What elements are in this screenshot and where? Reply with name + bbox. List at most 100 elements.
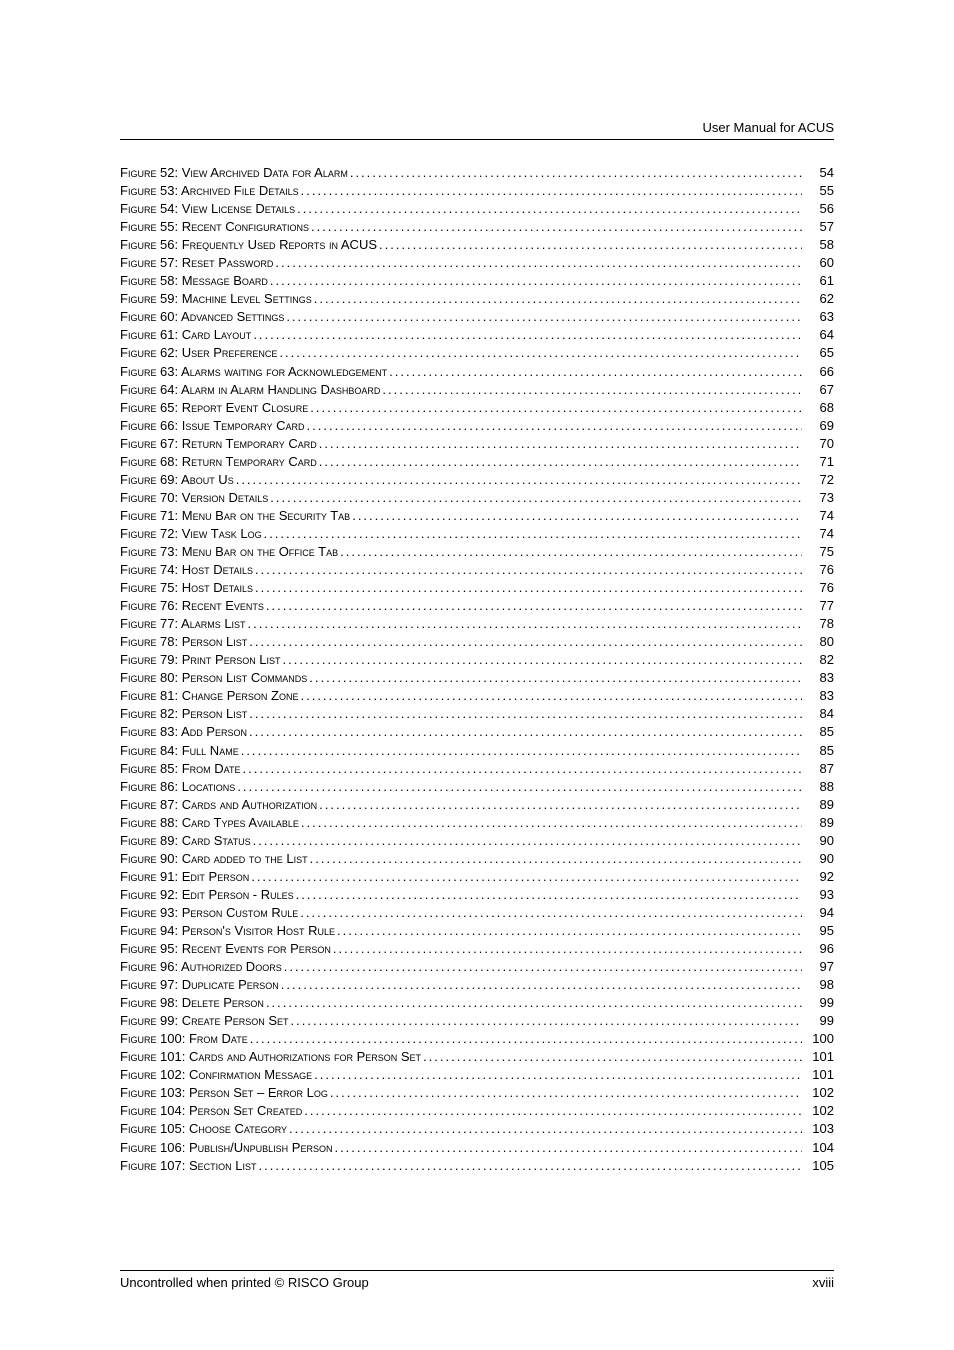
- toc-entry[interactable]: Figure 72: View Task Log74: [120, 525, 834, 543]
- toc-entry[interactable]: Figure 64: Alarm in Alarm Handling Dashb…: [120, 381, 834, 399]
- toc-entry-page: 68: [804, 399, 834, 417]
- toc-entry[interactable]: Figure 84: Full Name85: [120, 742, 834, 760]
- toc-entry-label: Figure 96: Authorized Doors: [120, 958, 282, 976]
- toc-entry[interactable]: Figure 65: Report Event Closure 68: [120, 399, 834, 417]
- toc-leader-dots: [296, 886, 802, 904]
- toc-entry-page: 74: [804, 507, 834, 525]
- toc-leader-dots: [251, 868, 802, 886]
- toc-entry-label: Figure 53: Archived File Details: [120, 182, 299, 200]
- toc-entry[interactable]: Figure 60: Advanced Settings 63: [120, 308, 834, 326]
- toc-entry-page: 102: [804, 1102, 834, 1120]
- toc-entry-label: Figure 60: Advanced Settings: [120, 308, 284, 326]
- toc-entry[interactable]: Figure 76: Recent Events77: [120, 597, 834, 615]
- toc-entry-page: 105: [804, 1157, 834, 1175]
- toc-entry[interactable]: Figure 83: Add Person85: [120, 723, 834, 741]
- toc-entry[interactable]: Figure 55: Recent Configurations57: [120, 218, 834, 236]
- toc-entry[interactable]: Figure 91: Edit Person92: [120, 868, 834, 886]
- toc-entry[interactable]: Figure 66: Issue Temporary Card69: [120, 417, 834, 435]
- toc-entry-label: Figure 90: Card added to the List: [120, 850, 308, 868]
- toc-entry-label: Figure 82: Person List: [120, 705, 247, 723]
- toc-entry-label: Figure 64: Alarm in Alarm Handling Dashb…: [120, 381, 380, 399]
- toc-entry-label: Figure 58: Message Board: [120, 272, 268, 290]
- toc-leader-dots: [309, 669, 802, 687]
- toc-entry-label: Figure 74: Host Details: [120, 561, 253, 579]
- toc-entry[interactable]: Figure 69: About Us72: [120, 471, 834, 489]
- toc-entry[interactable]: Figure 75: Host Details76: [120, 579, 834, 597]
- toc-entry[interactable]: Figure 99: Create Person Set99: [120, 1012, 834, 1030]
- toc-entry[interactable]: Figure 62: User Preference65: [120, 344, 834, 362]
- toc-entry[interactable]: Figure 89: Card Status90: [120, 832, 834, 850]
- toc-entry[interactable]: Figure 106: Publish/Unpublish Person104: [120, 1139, 834, 1157]
- toc-entry[interactable]: Figure 54: View License Details56: [120, 200, 834, 218]
- toc-entry-label: Figure 80: Person List Commands: [120, 669, 307, 687]
- toc-entry[interactable]: Figure 101: Cards and Authorizations for…: [120, 1048, 834, 1066]
- toc-entry[interactable]: Figure 57: Reset Password60: [120, 254, 834, 272]
- toc-entry[interactable]: Figure 87: Cards and Authorization89: [120, 796, 834, 814]
- toc-entry[interactable]: Figure 93: Person Custom Rule94: [120, 904, 834, 922]
- toc-entry[interactable]: Figure 88: Card Types Available89: [120, 814, 834, 832]
- toc-entry-label: Figure 79: Print Person List: [120, 651, 281, 669]
- toc-entry[interactable]: Figure 105: Choose Category103: [120, 1120, 834, 1138]
- toc-entry[interactable]: Figure 102: Confirmation Message101: [120, 1066, 834, 1084]
- toc-leader-dots: [266, 994, 802, 1012]
- toc-entry[interactable]: Figure 86: Locations88: [120, 778, 834, 796]
- toc-entry[interactable]: Figure 73: Menu Bar on the Office Tab75: [120, 543, 834, 561]
- toc-leader-dots: [314, 290, 802, 308]
- toc-entry-page: 63: [804, 308, 834, 326]
- toc-entry-page: 90: [804, 832, 834, 850]
- toc-entry[interactable]: Figure 96: Authorized Doors 97: [120, 958, 834, 976]
- toc-leader-dots: [311, 218, 802, 236]
- toc-leader-dots: [241, 742, 802, 760]
- toc-entry[interactable]: Figure 78: Person List80: [120, 633, 834, 651]
- toc-leader-dots: [330, 1084, 802, 1102]
- toc-entry[interactable]: Figure 94: Person's Visitor Host Rule95: [120, 922, 834, 940]
- toc-entry[interactable]: Figure 67: Return Temporary Card70: [120, 435, 834, 453]
- toc-entry[interactable]: Figure 98: Delete Person99: [120, 994, 834, 1012]
- toc-entry[interactable]: Figure 59: Machine Level Settings62: [120, 290, 834, 308]
- toc-leader-dots: [379, 236, 802, 254]
- toc-entry[interactable]: Figure 104: Person Set Created 102: [120, 1102, 834, 1120]
- toc-entry[interactable]: Figure 95: Recent Events for Person96: [120, 940, 834, 958]
- toc-entry[interactable]: Figure 53: Archived File Details55: [120, 182, 834, 200]
- toc-entry[interactable]: Figure 80: Person List Commands 83: [120, 669, 834, 687]
- toc-entry-label: Figure 104: Person Set Created: [120, 1102, 302, 1120]
- toc-entry-page: 99: [804, 994, 834, 1012]
- toc-entry[interactable]: Figure 58: Message Board61: [120, 272, 834, 290]
- toc-entry[interactable]: Figure 71: Menu Bar on the Security Tab 7…: [120, 507, 834, 525]
- toc-entry-label: Figure 93: Person Custom Rule: [120, 904, 298, 922]
- toc-leader-dots: [333, 940, 802, 958]
- toc-entry[interactable]: Figure 97: Duplicate Person98: [120, 976, 834, 994]
- toc-entry[interactable]: Figure 103: Person Set – Error Log102: [120, 1084, 834, 1102]
- toc-entry-page: 54: [804, 164, 834, 182]
- toc-entry-page: 83: [804, 669, 834, 687]
- toc-entry[interactable]: Figure 79: Print Person List82: [120, 651, 834, 669]
- toc-entry-label: Figure 71: Menu Bar on the Security Tab: [120, 507, 350, 525]
- toc-entry[interactable]: Figure 56: Frequently Used Reports in AC…: [120, 236, 834, 254]
- toc-entry-page: 97: [804, 958, 834, 976]
- toc-entry-page: 103: [804, 1120, 834, 1138]
- toc-entry[interactable]: Figure 107: Section List105: [120, 1157, 834, 1175]
- toc-entry[interactable]: Figure 68: Return Temporary Card71: [120, 453, 834, 471]
- toc-entry[interactable]: Figure 85: From Date87: [120, 760, 834, 778]
- toc-entry[interactable]: Figure 92: Edit Person - Rules93: [120, 886, 834, 904]
- toc-entry-label: Figure 78: Person List: [120, 633, 247, 651]
- toc-entry-label: Figure 65: Report Event Closure: [120, 399, 308, 417]
- toc-entry[interactable]: Figure 90: Card added to the List90: [120, 850, 834, 868]
- toc-entry-label: Figure 81: Change Person Zone: [120, 687, 298, 705]
- toc-entry[interactable]: Figure 63: Alarms waiting for Acknowledg…: [120, 363, 834, 381]
- toc-entry-label: Figure 91: Edit Person: [120, 868, 249, 886]
- toc-entry-label: Figure 99: Create Person Set: [120, 1012, 289, 1030]
- toc-entry-page: 89: [804, 796, 834, 814]
- toc-entry[interactable]: Figure 100: From Date100: [120, 1030, 834, 1048]
- toc-entry-label: Figure 69: About Us: [120, 471, 234, 489]
- toc-entry[interactable]: Figure 77: Alarms List78: [120, 615, 834, 633]
- toc-entry[interactable]: Figure 70: Version Details73: [120, 489, 834, 507]
- toc-entry[interactable]: Figure 52: View Archived Data for Alarm5…: [120, 164, 834, 182]
- toc-entry[interactable]: Figure 82: Person List84: [120, 705, 834, 723]
- toc-entry[interactable]: Figure 81: Change Person Zone83: [120, 687, 834, 705]
- toc-entry-label: Figure 57: Reset Password: [120, 254, 273, 272]
- toc-entry-page: 71: [804, 453, 834, 471]
- toc-leader-dots: [284, 958, 802, 976]
- toc-entry[interactable]: Figure 61: Card Layout64: [120, 326, 834, 344]
- toc-entry[interactable]: Figure 74: Host Details76: [120, 561, 834, 579]
